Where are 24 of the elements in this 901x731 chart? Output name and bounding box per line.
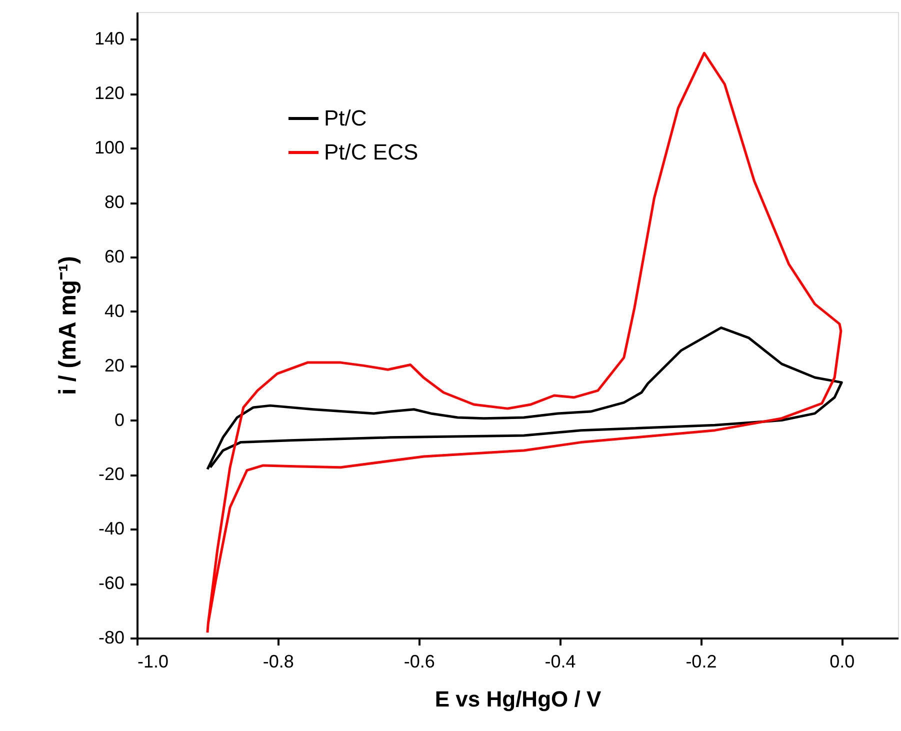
y-axis-title: i / (mA mg⁻¹) [54,256,82,396]
line-series [206,326,843,470]
y-tick-label: 100 [94,138,124,158]
legend-label: Pt/C [324,106,367,130]
legend-label: Pt/C ECS [324,140,418,164]
y-tick-label: 120 [94,83,124,104]
y-tick-label: 80 [104,192,124,212]
y-tick-label: -60 [98,573,124,594]
x-tick-label: -0.4 [544,652,576,672]
x-tick-label: 0.0 [830,652,855,672]
y-tick-label: -40 [98,518,124,539]
x-tick-label: -1.0 [138,652,169,672]
y-tick-label: 0 [114,410,124,430]
x-tick-label: -0.8 [262,652,294,672]
y-tick-label: 40 [104,300,124,321]
x-tick-label: -0.2 [686,652,717,672]
y-tick-label: 60 [104,246,124,266]
line-series [206,52,842,634]
y-tick-label: -20 [98,464,124,484]
x-tick-label: -0.6 [404,652,435,672]
x-axis-title: E vs Hg/HgO / V [434,686,602,712]
y-tick-label: 140 [94,28,124,49]
y-tick-label: 20 [104,355,124,376]
y-tick-label: -80 [98,628,124,648]
